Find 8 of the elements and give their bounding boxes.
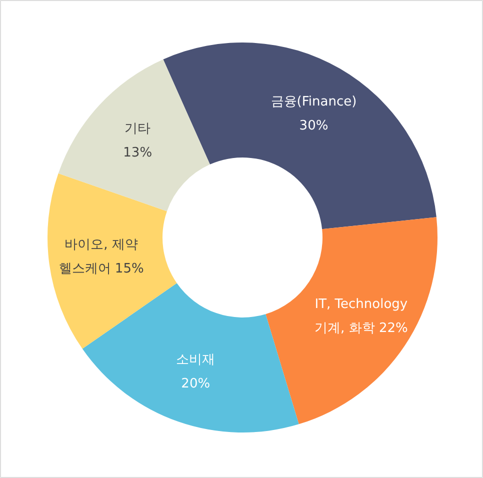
data-label: 20% — [181, 376, 210, 392]
slice-label: 기타 — [124, 122, 151, 137]
slice-label: IT, Technology 기계, 화학 22% — [314, 296, 408, 336]
slice-label: 소비재 — [176, 352, 216, 368]
data-label: 13% — [123, 146, 152, 161]
slice-label: 바이오, 제약 헬스케어 15% — [58, 237, 144, 276]
slice-label: 금융(Finance) — [270, 94, 357, 110]
data-label: 30% — [299, 118, 328, 134]
